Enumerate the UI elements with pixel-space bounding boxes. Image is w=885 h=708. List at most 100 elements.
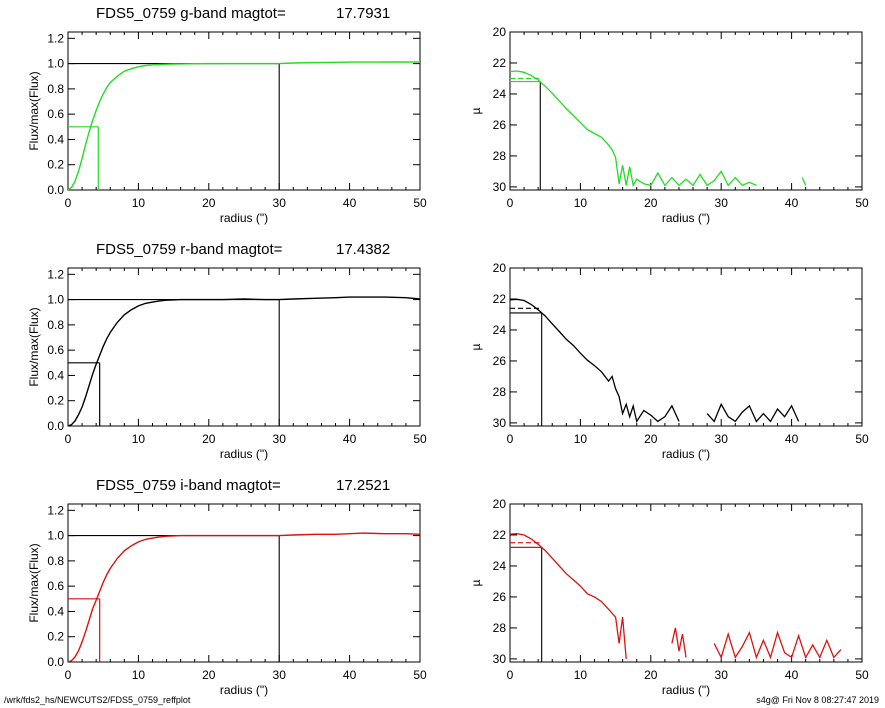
data-layer	[510, 70, 807, 190]
y-tick-label: 1.2	[47, 267, 64, 281]
x-tick-label: 40	[343, 196, 357, 210]
y-axis-label: Flux/max(Flux)	[27, 71, 41, 150]
x-axis-label: radius (")	[662, 447, 710, 461]
y-tick-label: 0.8	[47, 82, 64, 96]
chart-title: FDS5_0759 i-band magtot=	[96, 477, 281, 494]
x-tick-label: 30	[715, 668, 729, 682]
x-tick-label: 20	[202, 196, 216, 210]
sb-profile-series-segment-0	[510, 70, 757, 188]
y-tick-label: 1.2	[47, 31, 64, 45]
y-tick-label: 20	[493, 261, 507, 275]
x-tick-label: 20	[202, 432, 216, 446]
y-tick-label: 26	[493, 590, 507, 604]
chart-panel-5: 0 10 20 30 40 50 20 22 24 26 28 30 radius (") µ	[469, 497, 869, 697]
x-axis-label: radius (")	[662, 683, 710, 697]
x-tick-label: 50	[855, 196, 869, 210]
y-tick-label: 20	[493, 25, 507, 39]
x-tick-label: 10	[574, 432, 588, 446]
y-tick-label: 0.4	[47, 368, 64, 382]
plot-frame	[67, 503, 421, 663]
sb-profile-series-segment-0	[510, 298, 680, 424]
y-tick-label: 20	[493, 497, 507, 511]
x-tick-label: 20	[644, 196, 658, 210]
x-tick-label: 0	[507, 668, 514, 682]
y-tick-label: 0.0	[47, 419, 64, 433]
y-tick-label: 0.0	[47, 655, 64, 669]
y-tick-label: 0.6	[47, 579, 64, 593]
x-axis-label: radius (")	[220, 683, 268, 697]
y-tick-label: 28	[493, 621, 507, 635]
data-layer	[68, 532, 420, 662]
x-tick-label: 10	[132, 668, 146, 682]
x-tick-label: 20	[202, 668, 216, 682]
data-layer	[68, 296, 420, 426]
footer-file-path: /wrk/fds2_hs/NEWCUTS2/FDS5_0759_reffplot	[4, 695, 191, 705]
x-tick-label: 0	[65, 432, 72, 446]
y-tick-label: 26	[493, 354, 507, 368]
y-axis-label: µ	[469, 343, 483, 350]
chart-panel-2: FDS5_0759 r-band magtot= 17.4382 0 10 20 30 40…	[27, 241, 427, 461]
x-tick-label: 40	[785, 196, 799, 210]
chart-panel-0: FDS5_0759 g-band magtot= 17.7931 0 10 20 30 40…	[27, 5, 427, 225]
x-tick-label: 40	[785, 668, 799, 682]
y-tick-label: 0.6	[47, 107, 64, 121]
y-axis-label: Flux/max(Flux)	[27, 307, 41, 386]
sb-profile-series-segment-1	[801, 177, 807, 186]
y-tick-label: 30	[493, 180, 507, 194]
y-tick-label: 1.0	[47, 57, 64, 71]
x-tick-label: 50	[413, 432, 427, 446]
y-tick-label: 0.8	[47, 554, 64, 568]
x-tick-label: 30	[715, 432, 729, 446]
data-layer	[68, 61, 420, 190]
plot-frame	[67, 31, 421, 191]
x-axis-label: radius (")	[220, 447, 268, 461]
plot-frame	[509, 31, 863, 191]
x-tick-label: 50	[413, 668, 427, 682]
y-tick-label: 0.0	[47, 183, 64, 197]
chart-title-value: 17.7931	[336, 5, 390, 22]
x-tick-label: 50	[413, 196, 427, 210]
y-tick-label: 1.0	[47, 529, 64, 543]
y-tick-label: 22	[493, 56, 507, 70]
x-axis-label: radius (")	[662, 211, 710, 225]
x-tick-label: 40	[343, 432, 357, 446]
y-tick-label: 26	[493, 118, 507, 132]
y-tick-label: 30	[493, 652, 507, 666]
y-tick-label: 0.4	[47, 132, 64, 146]
x-tick-label: 0	[507, 196, 514, 210]
x-axis-label: radius (")	[220, 211, 268, 225]
sb-profile-series-segment-1	[671, 627, 687, 658]
x-tick-label: 0	[507, 432, 514, 446]
chart-title: FDS5_0759 g-band magtot=	[96, 5, 286, 22]
y-tick-label: 24	[493, 323, 507, 337]
y-tick-label: 1.0	[47, 293, 64, 307]
x-tick-label: 10	[574, 196, 588, 210]
chart-title-value: 17.2521	[336, 477, 390, 494]
y-tick-label: 22	[493, 292, 507, 306]
chart-panel-3: 0 10 20 30 40 50 20 22 24 26 28 30 radius (") µ	[469, 261, 869, 461]
footer-timestamp: s4g@ Fri Nov 8 08:27:47 2019	[756, 695, 879, 705]
x-tick-label: 30	[273, 668, 287, 682]
growth-curve-series	[68, 296, 420, 426]
y-axis-label: µ	[469, 107, 483, 114]
y-tick-label: 0.2	[47, 158, 64, 172]
growth-curve-series	[68, 532, 420, 662]
y-tick-label: 0.4	[47, 604, 64, 618]
x-tick-label: 50	[855, 432, 869, 446]
x-tick-label: 40	[343, 668, 357, 682]
y-tick-label: 30	[493, 416, 507, 430]
data-layer	[510, 298, 800, 426]
y-tick-label: 22	[493, 528, 507, 542]
y-tick-label: 0.2	[47, 394, 64, 408]
x-tick-label: 20	[644, 668, 658, 682]
chart-panel-4: FDS5_0759 i-band magtot= 17.2521 0 10 20 30 40…	[27, 477, 427, 697]
y-tick-label: 24	[493, 559, 507, 573]
chart-panel-1: 0 10 20 30 40 50 20 22 24 26 28 30 radius (") µ	[469, 25, 869, 225]
plot-frame	[67, 267, 421, 427]
plot-frame	[509, 503, 863, 663]
y-tick-label: 0.2	[47, 630, 64, 644]
sb-profile-series-segment-1	[706, 402, 800, 423]
x-tick-label: 0	[65, 668, 72, 682]
x-tick-label: 30	[715, 196, 729, 210]
x-tick-label: 10	[574, 668, 588, 682]
